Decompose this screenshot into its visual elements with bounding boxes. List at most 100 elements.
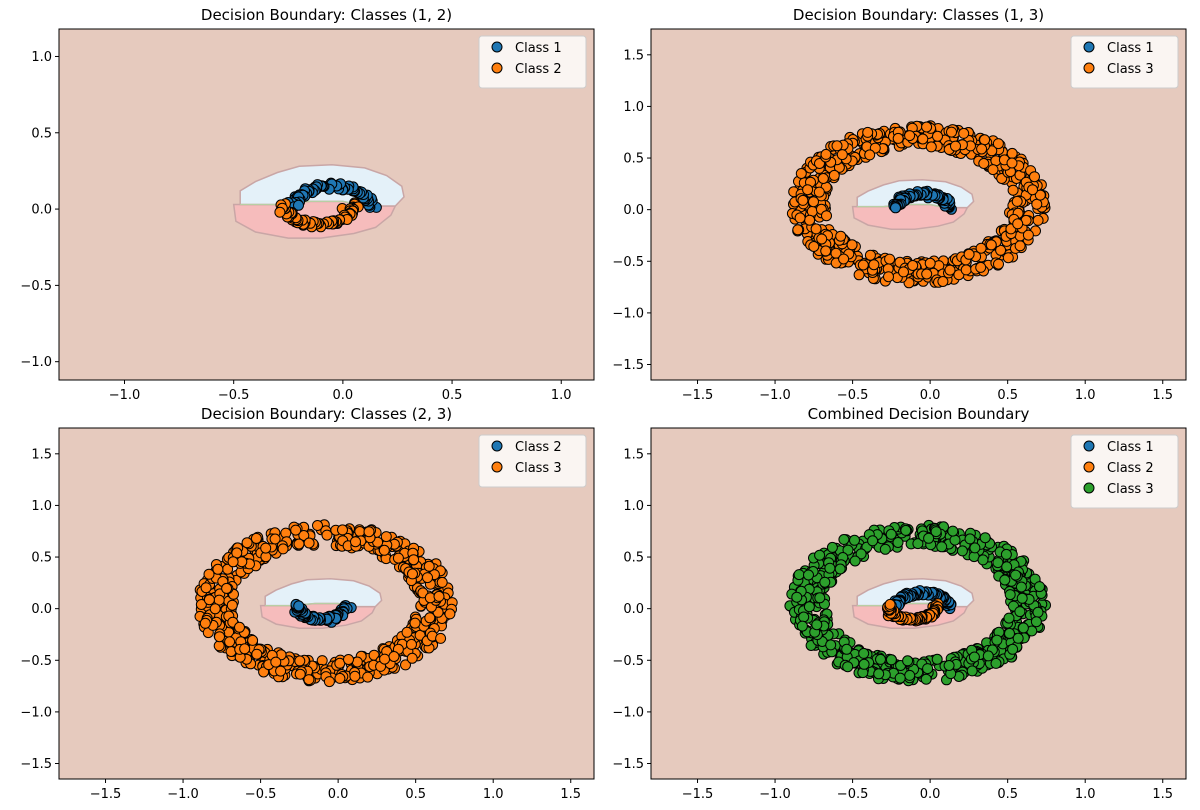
x-tick-label: 1.0	[483, 787, 504, 802]
data-point	[792, 224, 804, 236]
y-tick-label: −1.5	[612, 757, 644, 772]
data-point	[380, 531, 392, 543]
legend-label: Class 2	[515, 440, 562, 455]
data-point	[793, 569, 805, 581]
data-point	[1010, 569, 1022, 581]
data-point	[1031, 198, 1043, 210]
data-point	[298, 530, 310, 541]
series-2	[274, 197, 364, 233]
data-point	[804, 214, 816, 226]
y-tick-label: −0.5	[20, 279, 52, 294]
plot-content	[232, 164, 405, 239]
data-point	[226, 599, 238, 611]
data-point	[803, 569, 814, 581]
data-point	[803, 601, 815, 613]
data-point	[836, 149, 848, 161]
data-point	[433, 590, 445, 602]
data-point	[820, 148, 832, 160]
x-tick-label: −1.0	[759, 787, 791, 802]
data-point	[936, 541, 948, 553]
data-point	[1034, 189, 1046, 201]
data-point	[917, 133, 929, 145]
data-point	[894, 672, 906, 684]
x-tick-label: −0.5	[218, 388, 250, 403]
data-point	[388, 651, 400, 662]
data-point	[824, 562, 836, 574]
data-point	[199, 617, 211, 629]
y-tick-label: −1.0	[20, 355, 52, 370]
legend-box	[478, 35, 587, 89]
y-tick-label: 0.5	[623, 152, 644, 167]
data-point	[808, 196, 819, 208]
data-point	[203, 594, 215, 606]
data-point	[816, 233, 828, 245]
data-point	[858, 658, 870, 670]
data-point	[868, 259, 880, 271]
legend: Class 1 Class 2	[478, 35, 587, 89]
data-point	[791, 591, 803, 603]
data-point	[826, 541, 838, 553]
data-point	[1006, 157, 1018, 169]
subplot-3: −1.5 −1.0 −0.5 0.0 0.5 1.0 1.5 −1.5 −1.0 −0.5 0.0 0…	[20, 405, 595, 802]
data-point	[436, 576, 448, 588]
data-point	[883, 271, 894, 283]
chart-title: Decision Boundary: Classes (2, 3)	[201, 405, 452, 423]
data-point	[964, 533, 976, 545]
x-tick-label: 1.5	[1152, 787, 1173, 802]
data-point	[362, 671, 374, 683]
data-point	[303, 537, 315, 549]
data-point	[925, 141, 937, 153]
y-tick-label: −1.0	[20, 705, 52, 720]
x-tick-label: 1.5	[1152, 388, 1173, 403]
data-point	[1027, 184, 1038, 196]
series-2	[786, 120, 1051, 289]
data-point	[203, 568, 215, 580]
data-point	[1011, 195, 1023, 207]
data-point	[195, 599, 207, 610]
data-point	[406, 652, 418, 664]
data-point	[363, 526, 375, 538]
x-tick-label: 0.0	[333, 388, 354, 403]
data-point	[892, 537, 904, 548]
data-point	[849, 534, 860, 546]
data-point	[350, 536, 361, 548]
data-point	[435, 632, 447, 644]
data-point	[795, 168, 807, 179]
data-point	[323, 676, 335, 688]
legend: Class 1 Class 2 Class 3	[1070, 434, 1179, 509]
axes-frame	[58, 427, 595, 780]
y-tick-label: 0.0	[623, 602, 644, 617]
data-point	[1030, 616, 1042, 628]
data-point	[321, 529, 333, 541]
data-point	[424, 612, 436, 624]
data-point	[274, 206, 286, 218]
x-tick-label: −0.5	[837, 787, 869, 802]
y-tick-label: 1.5	[31, 447, 52, 462]
data-point	[1007, 643, 1019, 655]
data-point	[921, 121, 933, 133]
data-point	[1015, 581, 1027, 593]
y-tick-label: −0.5	[612, 255, 644, 270]
legend-box	[1070, 434, 1179, 509]
x-tick-label: −1.5	[682, 787, 714, 802]
data-point	[814, 592, 826, 604]
data-point	[985, 239, 997, 251]
data-point	[1012, 632, 1024, 644]
plot-content	[786, 120, 1051, 289]
y-tick-label: 1.0	[31, 499, 52, 514]
legend-box	[1070, 35, 1179, 89]
x-tick-label: −1.5	[90, 787, 122, 802]
legend-label: Class 2	[515, 62, 562, 77]
data-point	[294, 655, 306, 667]
x-tick-label: 0.0	[920, 388, 941, 403]
data-point	[796, 620, 808, 632]
data-point	[857, 259, 869, 271]
data-point	[902, 655, 914, 667]
legend-marker	[491, 440, 503, 452]
data-point	[251, 648, 263, 660]
data-point	[293, 538, 305, 550]
series-2	[882, 598, 944, 627]
data-point	[990, 657, 1002, 669]
data-point	[293, 199, 304, 211]
data-point	[867, 535, 879, 547]
